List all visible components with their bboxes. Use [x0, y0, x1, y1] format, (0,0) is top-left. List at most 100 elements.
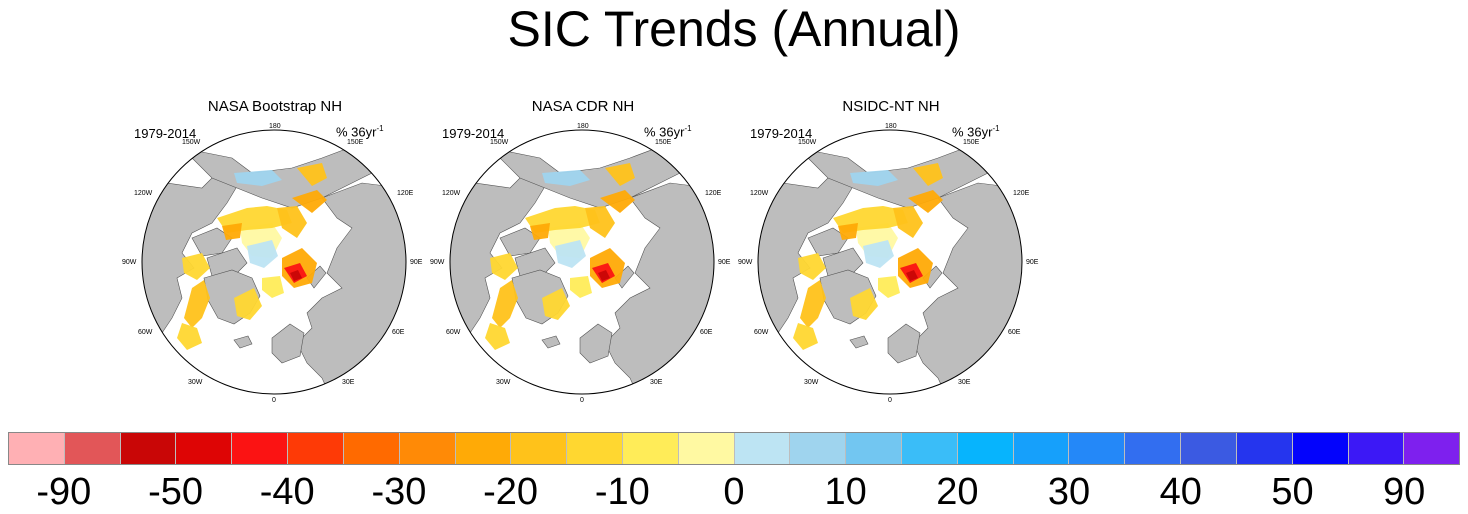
longitude-label: 90W: [738, 259, 753, 266]
trend-patch: [490, 253, 518, 280]
units-label: % 36yr-1: [644, 124, 692, 140]
colorbar-cell: [790, 433, 847, 464]
trend-patch: [234, 170, 282, 186]
colorbar-label: -50: [148, 471, 203, 513]
colorbar-cell: [343, 433, 400, 464]
trend-patch: [182, 253, 210, 280]
colorbar-label: 0: [723, 471, 745, 513]
polar-map: [449, 129, 715, 395]
longitude-label: 60E: [1008, 329, 1021, 336]
land-mass: [206, 247, 248, 279]
longitude-label: 150E: [655, 139, 672, 146]
trend-patch: [290, 270, 302, 281]
panel-title: NASA CDR NH: [531, 98, 635, 115]
colorbar-cell: [1236, 433, 1293, 464]
longitude-label: 150W: [490, 139, 509, 146]
trend-patch: [598, 270, 610, 281]
figure-title: SIC Trends (Annual): [507, 1, 961, 57]
panel-title: NSIDC-NT NH: [842, 98, 940, 115]
panel-title: NASA Bootstrap NH: [207, 98, 343, 115]
colorbar-cell: [511, 433, 568, 464]
longitude-label: 30E: [650, 379, 663, 386]
colorbar-cell: [1069, 433, 1126, 464]
colorbar-cell: [678, 433, 735, 464]
trend-patch: [492, 280, 518, 328]
trend-patch: [850, 170, 898, 186]
longitude-label: 60W: [754, 329, 769, 336]
units-label: % 36yr-1: [952, 124, 1000, 140]
longitude-label: 90E: [718, 259, 731, 266]
colorbar-cell: [399, 433, 456, 464]
trend-patch: [485, 323, 510, 350]
colorbar-label: 90: [1383, 471, 1426, 513]
colorbar-cell: [902, 433, 958, 464]
longitude-label: 90E: [410, 259, 423, 266]
longitude-label: 150E: [963, 139, 980, 146]
trend-patch: [570, 276, 592, 298]
trend-patch: [800, 280, 826, 328]
land-mass: [499, 227, 541, 257]
land-mass: [822, 247, 864, 279]
longitude-label: 120W: [750, 190, 769, 197]
trend-patch: [600, 190, 635, 213]
period-label: 1979-2014: [442, 126, 505, 141]
colorbar-cell: [9, 433, 65, 464]
longitude-label: 120W: [442, 190, 461, 197]
trend-patch: [605, 163, 635, 186]
colorbar-cell: [622, 433, 679, 464]
colorbar-cell: [232, 433, 289, 464]
units-label: % 36yr-1: [336, 124, 384, 140]
period-label: 1979-2014: [134, 126, 197, 141]
longitude-label: 120E: [1013, 190, 1030, 197]
trend-patch: [908, 190, 943, 213]
longitude-label: 90W: [430, 259, 445, 266]
colorbar-cell: [1013, 433, 1070, 464]
trend-patch: [798, 253, 826, 280]
longitude-label: 30W: [496, 379, 511, 386]
longitude-label: 60E: [392, 329, 405, 336]
land-mass: [233, 335, 253, 349]
land-mass: [191, 227, 233, 257]
map-panel: NASA Bootstrap NH 1979-2014 % 36yr-1 180 150…: [122, 92, 428, 412]
longitude-label: 90E: [1026, 259, 1039, 266]
colorbar-cell: [1348, 433, 1405, 464]
land-mass: [849, 335, 869, 349]
longitude-label: 0: [272, 397, 276, 404]
trend-patch: [906, 270, 918, 281]
colorbar-label: 50: [1271, 471, 1314, 513]
colorbar-cell: [455, 433, 512, 464]
colorbar-cell: [567, 433, 623, 464]
colorbar-cell: [120, 433, 177, 464]
polar-map: [757, 129, 1023, 395]
trend-patch: [184, 280, 210, 328]
period-label: 1979-2014: [750, 126, 813, 141]
longitude-label: 30W: [804, 379, 819, 386]
colorbar-cell: [846, 433, 902, 464]
trend-patch: [893, 206, 923, 238]
colorbar-label: 30: [1047, 471, 1091, 513]
longitude-label: 180: [885, 123, 897, 130]
trend-patch: [277, 206, 307, 238]
colorbar-cell: [1404, 433, 1460, 464]
colorbar-cell: [734, 433, 791, 464]
trend-patch: [247, 240, 278, 268]
trend-patch: [863, 240, 894, 268]
colorbar-label: -40: [259, 471, 315, 513]
colorbar-label: -10: [594, 471, 650, 513]
land-mass: [807, 227, 849, 257]
land-mass: [514, 247, 556, 279]
longitude-label: 180: [577, 123, 589, 130]
colorbar-label: 10: [824, 471, 867, 513]
longitude-label: 0: [580, 397, 584, 404]
longitude-label: 150E: [347, 139, 364, 146]
longitude-label: 30E: [958, 379, 971, 386]
longitude-label: 60E: [700, 329, 713, 336]
trend-patch: [222, 223, 242, 240]
colorbar-label: -20: [483, 471, 539, 513]
trend-patch: [542, 170, 590, 186]
colorbar-label: 20: [936, 471, 979, 513]
trend-patch: [177, 323, 202, 350]
longitude-label: 150W: [182, 139, 201, 146]
longitude-label: 120E: [705, 190, 722, 197]
trend-patch: [850, 288, 878, 320]
